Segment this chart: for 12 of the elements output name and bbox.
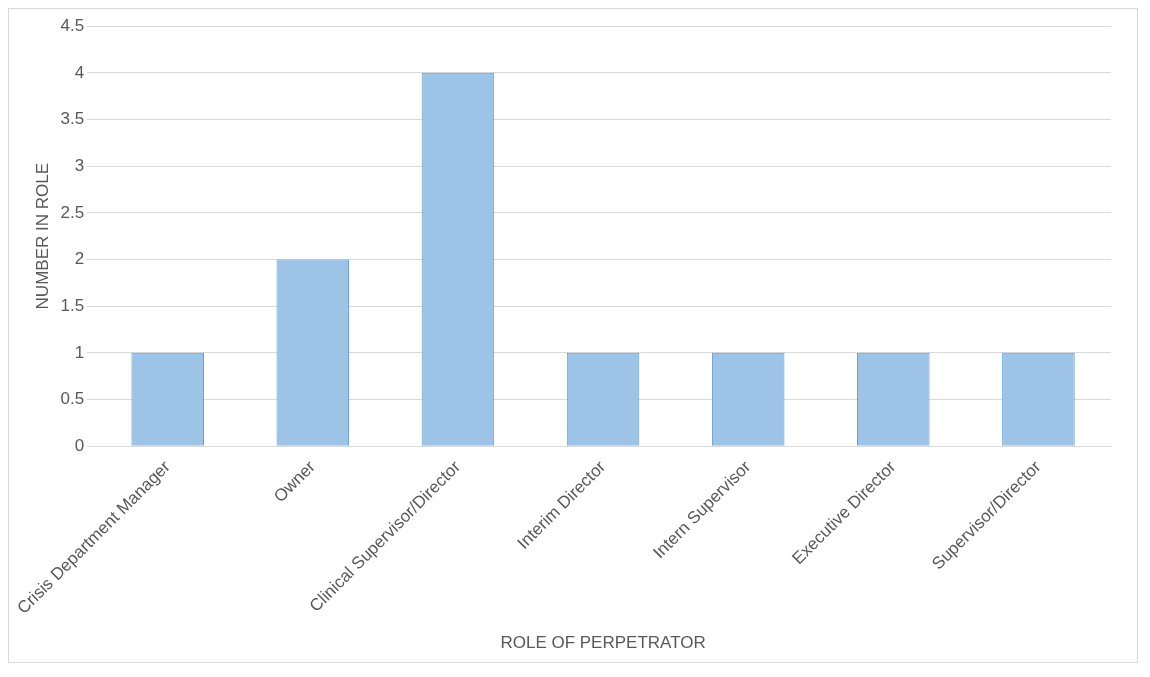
y-tick-label: 0 — [74, 435, 85, 455]
y-tick-label: 1 — [74, 342, 85, 362]
y-tick-label: 0.5 — [60, 389, 85, 409]
y-tick-label: 4 — [74, 62, 85, 82]
y-tick-label: 2 — [74, 249, 85, 269]
y-tick-label: 1.5 — [60, 295, 85, 315]
y-tick-label: 3.5 — [60, 109, 85, 129]
x-axis-title: ROLE OF PERPETRATOR — [500, 633, 706, 653]
y-tick-label: 4.5 — [60, 15, 85, 35]
y-tick-label: 3 — [74, 155, 85, 175]
y-tick-label: 2.5 — [60, 202, 85, 222]
y-axis-title: NUMBER IN ROLE — [32, 162, 52, 310]
